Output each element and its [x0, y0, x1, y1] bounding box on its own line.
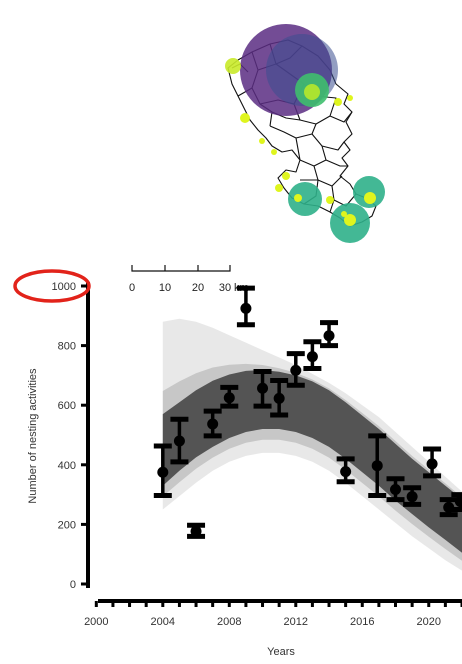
data-point	[223, 392, 235, 404]
site-circle-small	[275, 184, 283, 192]
data-point	[406, 491, 418, 503]
data-point	[323, 330, 335, 342]
data-point	[173, 435, 185, 447]
commune-border	[295, 137, 327, 167]
data-point	[426, 458, 438, 470]
data-point-group	[451, 492, 462, 512]
data-point	[306, 351, 318, 363]
site-circle-medium	[353, 176, 385, 208]
site-circle-medium	[288, 182, 322, 216]
commune-border	[329, 111, 353, 123]
data-point	[273, 392, 285, 404]
x-axis: 2000 2004 2008 2012 2016 2020	[84, 599, 462, 628]
data-point-group	[286, 351, 305, 388]
data-point-group	[386, 476, 405, 503]
commune-border	[293, 95, 337, 125]
commune-border	[325, 159, 348, 167]
commune-border	[311, 133, 345, 151]
data-point	[207, 418, 219, 430]
y-axis: 0 200 400 600 800 1000	[52, 281, 90, 591]
x-tick-label: 2012	[284, 616, 308, 628]
site-circle-small	[271, 149, 277, 155]
prediction-band-inner	[162, 363, 462, 561]
site-circle-small	[344, 214, 356, 226]
band-inner-area	[162, 370, 462, 553]
data-point-group	[270, 377, 289, 418]
site-circle-small	[240, 113, 250, 123]
data-point-group	[220, 384, 239, 409]
scale-label-10: 10	[159, 282, 171, 294]
y-axis-title: Number of nesting activities	[27, 368, 39, 504]
data-point-group	[170, 416, 189, 465]
map-circles	[225, 24, 385, 243]
data-point	[454, 495, 462, 507]
commune-border	[331, 185, 357, 207]
y-tick-label: 600	[58, 400, 76, 412]
site-circle-small	[294, 194, 302, 202]
data-point-group	[403, 485, 422, 507]
highlight-ellipse	[13, 269, 91, 303]
site-circle-small	[347, 95, 353, 101]
data-points	[153, 285, 462, 539]
site-circle-small	[334, 98, 342, 106]
x-tick-label: 2016	[350, 616, 374, 628]
x-tick-label: 2000	[84, 616, 108, 628]
commune-border	[269, 123, 317, 139]
data-point	[190, 525, 202, 537]
data-point	[390, 484, 402, 496]
data-point	[340, 466, 352, 478]
site-circle-small	[282, 172, 290, 180]
y-tick-label: 1000	[52, 281, 76, 293]
x-tick-label: 2020	[417, 616, 441, 628]
x-axis-title: Years	[267, 646, 295, 658]
site-circle-small	[326, 196, 334, 204]
data-point-group	[203, 408, 222, 439]
site-circle-small	[225, 58, 241, 74]
data-point-group	[153, 443, 172, 498]
y-tick-label: 400	[58, 460, 76, 472]
data-point	[257, 382, 269, 394]
data-point-group	[423, 446, 442, 479]
y-tick-label: 800	[58, 341, 76, 353]
site-circle-small	[304, 84, 320, 100]
data-point-group	[439, 497, 458, 518]
commune-border	[313, 165, 343, 187]
data-point-group	[236, 285, 255, 328]
data-point-group	[187, 522, 206, 539]
site-circle-small	[364, 192, 376, 204]
data-point	[290, 364, 302, 376]
scale-label-30: 30	[219, 282, 231, 294]
data-point	[371, 460, 383, 472]
data-point	[157, 466, 169, 478]
data-point-group	[253, 369, 272, 409]
site-circle-small	[341, 211, 347, 217]
scale-label-0: 0	[129, 282, 135, 294]
data-point-group	[320, 320, 339, 349]
scale-label-20: 20	[192, 282, 204, 294]
y-tick-label: 200	[58, 519, 76, 531]
scale-bar	[131, 265, 231, 272]
site-map: 0 10 20 30 km	[129, 24, 385, 294]
data-point-group	[303, 339, 322, 372]
data-point	[240, 302, 252, 314]
data-point-group	[336, 456, 355, 485]
data-point-group	[368, 433, 387, 498]
site-circle-small	[259, 138, 265, 144]
y-tick-label: 0	[70, 579, 76, 591]
x-tick-label: 2008	[217, 616, 241, 628]
x-tick-label: 2004	[151, 616, 175, 628]
